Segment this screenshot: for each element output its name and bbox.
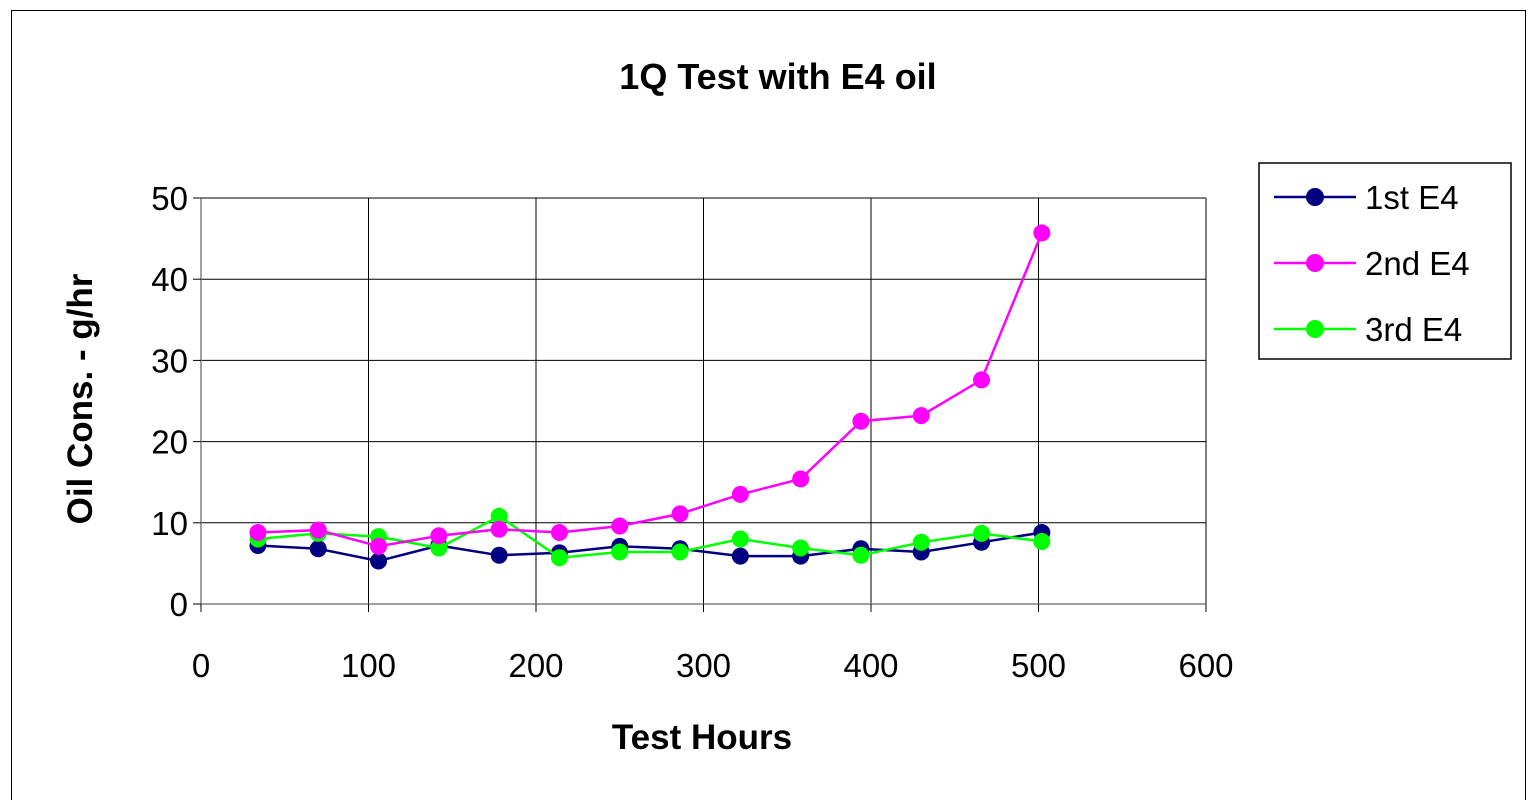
y-tick-label: 40 — [151, 261, 188, 298]
y-tick-label: 30 — [151, 342, 188, 379]
chart-frame — [11, 10, 1526, 800]
x-tick-label: 300 — [676, 647, 731, 684]
y-tick-label: 50 — [151, 180, 188, 217]
data-point-series-3 — [430, 539, 448, 557]
x-tick-label: 500 — [1011, 647, 1066, 684]
y-tick-label: 20 — [151, 424, 188, 461]
x-tick-label: 600 — [1178, 647, 1233, 684]
data-point-series-2 — [430, 527, 448, 545]
data-point-series-2 — [309, 521, 327, 539]
x-tick-label: 100 — [341, 647, 396, 684]
y-axis-label: Oil Cons. - g/hr — [61, 273, 100, 524]
y-tick-label: 0 — [170, 586, 188, 623]
x-axis-label: Test Hours — [612, 718, 792, 757]
data-point-series-3 — [852, 546, 870, 564]
data-point-series-1 — [490, 546, 508, 564]
data-point-series-1 — [731, 547, 749, 565]
legend-label-1: 1st E4 — [1365, 179, 1459, 216]
legend-marker-1 — [1306, 188, 1324, 206]
data-point-series-3 — [731, 530, 749, 548]
data-point-series-3 — [792, 539, 810, 557]
x-tick-label: 0 — [192, 647, 210, 684]
data-point-series-2 — [370, 537, 388, 555]
data-point-series-3 — [973, 524, 991, 542]
data-point-series-2 — [792, 470, 810, 488]
data-point-series-3 — [1033, 532, 1051, 550]
data-point-series-3 — [550, 549, 568, 567]
data-point-series-2 — [973, 371, 991, 389]
legend-marker-2 — [1306, 254, 1324, 272]
series-line-3 — [257, 515, 1042, 559]
data-point-series-2 — [852, 412, 870, 430]
legend-label-3: 3rd E4 — [1365, 311, 1462, 348]
chart-title: 1Q Test with E4 oil — [619, 56, 936, 97]
series-line-1 — [257, 531, 1043, 563]
x-tick-label: 400 — [843, 647, 898, 684]
data-point-series-1 — [370, 552, 388, 570]
data-point-series-3 — [912, 533, 930, 551]
data-point-series-1 — [309, 540, 327, 558]
data-point-series-2 — [249, 524, 267, 542]
data-point-series-2 — [731, 485, 749, 503]
data-point-series-3 — [671, 543, 689, 561]
legend-box — [1258, 162, 1512, 360]
data-point-series-2 — [611, 517, 629, 535]
data-point-series-2 — [490, 520, 508, 538]
data-point-series-3 — [490, 507, 508, 525]
x-tick-label: 200 — [508, 647, 563, 684]
legend-marker-3 — [1306, 320, 1324, 338]
data-point-series-3 — [611, 543, 629, 561]
series-line-2 — [257, 232, 1043, 548]
y-tick-label: 10 — [151, 505, 188, 542]
legend-label-2: 2nd E4 — [1365, 245, 1470, 282]
data-point-series-2 — [550, 524, 568, 542]
data-point-series-2 — [671, 505, 689, 523]
data-point-series-2 — [1033, 224, 1051, 242]
data-point-series-2 — [912, 407, 930, 425]
